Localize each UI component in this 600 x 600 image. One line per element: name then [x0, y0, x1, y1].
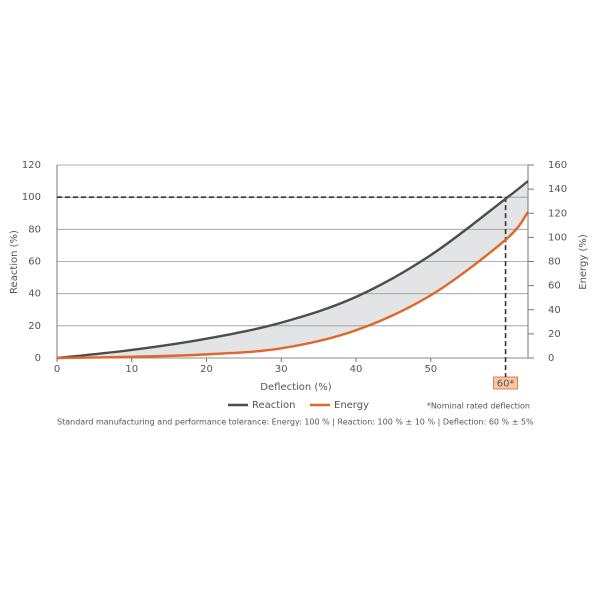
y-tick-label: 40 [28, 289, 41, 300]
x-tick-label: 20 [200, 364, 213, 375]
y-tick-label: 0 [35, 353, 41, 364]
legend-label: Energy [334, 400, 369, 411]
footnote: Standard manufacturing and performance t… [57, 418, 534, 427]
y2-tick-label: 20 [548, 329, 561, 340]
y-tick-label: 80 [28, 224, 41, 235]
y2-tick-label: 120 [548, 208, 567, 219]
x-axis-label: Deflection (%) [260, 382, 332, 393]
y-axis-label: Reaction (%) [9, 230, 20, 294]
series-line [56, 180, 529, 360]
y2-tick-label: 100 [548, 232, 567, 243]
legend-label: Reaction [252, 400, 295, 411]
x-tick-label: 10 [125, 364, 138, 375]
y-tick-label: 100 [22, 192, 41, 203]
y2-tick-label: 160 [548, 160, 567, 171]
y2-tick-label: 80 [548, 257, 561, 268]
y-tick-label: 120 [22, 160, 41, 171]
y2-tick-label: 0 [548, 353, 554, 364]
y2-tick-label: 40 [548, 305, 561, 316]
x-tick-label: 50 [424, 364, 437, 375]
x-tick-label: 30 [275, 364, 288, 375]
x-tick-label: 40 [350, 364, 363, 375]
note: *Nominal rated deflection [427, 402, 530, 411]
y2-tick-label: 140 [548, 184, 567, 195]
y2-tick-label: 60 [548, 281, 561, 292]
y-tick-label: 20 [28, 321, 41, 332]
x-tick-label: 0 [54, 364, 60, 375]
series-line [56, 211, 529, 360]
y-tick-label: 60 [28, 257, 41, 268]
x-tick-label: 60* [497, 379, 515, 390]
shaded-area [57, 181, 528, 358]
y2-axis-label: Energy (%) [578, 234, 589, 290]
